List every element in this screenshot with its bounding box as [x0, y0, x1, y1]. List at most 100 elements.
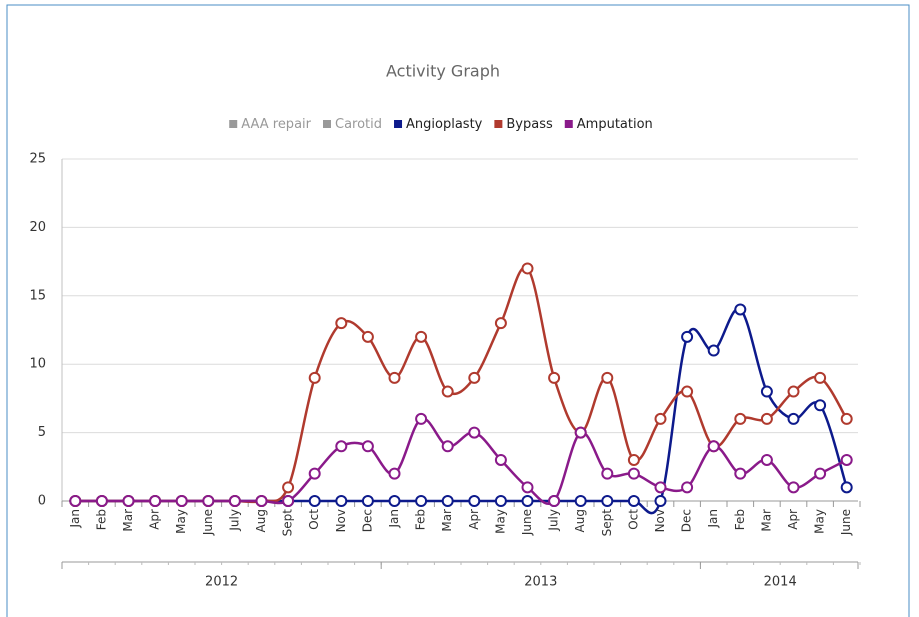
x-tick-label: Mar — [121, 509, 135, 532]
x-tick-label: Feb — [414, 509, 428, 530]
x-tick-label: Nov — [653, 509, 667, 532]
x-tick-label: Oct — [626, 509, 640, 530]
point-marker — [361, 330, 374, 343]
legend-swatch — [229, 120, 238, 128]
point-marker — [787, 412, 800, 425]
x-tick-label: Feb — [94, 509, 108, 530]
point-marker — [441, 440, 454, 453]
point-marker — [494, 453, 507, 466]
point-marker — [308, 371, 321, 384]
point-marker — [681, 330, 694, 343]
point-marker — [335, 440, 348, 453]
point-marker — [415, 495, 428, 507]
x-tick-label: June — [839, 509, 853, 536]
x-tick-label: Oct — [307, 509, 321, 530]
point-marker — [468, 495, 481, 507]
point-marker — [388, 467, 401, 480]
point-marker — [654, 495, 667, 507]
x-tick-label: Aug — [573, 509, 587, 532]
point-marker — [521, 495, 534, 507]
x-tick-label: May — [813, 509, 827, 534]
legend-label: Carotid — [335, 117, 382, 132]
point-marker — [361, 440, 374, 453]
group-label: 2013 — [524, 575, 557, 590]
legend: AAA repair Carotid Angioplasty Bypass Amputa… — [229, 117, 653, 132]
y-tick-label: 5 — [38, 425, 46, 440]
group-label: 2012 — [205, 575, 238, 590]
point-marker — [95, 495, 108, 507]
point-marker — [681, 385, 694, 398]
point-marker — [335, 495, 348, 507]
frame — [6, 4, 910, 617]
point-marker — [734, 467, 747, 480]
y-tick-label: 15 — [29, 288, 46, 303]
x-tick-label: Jan — [68, 509, 82, 529]
point-marker — [707, 440, 720, 453]
x-tick-label: Apr — [148, 509, 162, 530]
point-marker — [494, 317, 507, 330]
point-marker — [361, 495, 374, 507]
point-marker — [308, 467, 321, 480]
point-marker — [441, 495, 454, 507]
point-marker — [494, 495, 507, 507]
point-marker — [69, 495, 82, 507]
point-marker — [308, 495, 321, 507]
point-marker — [840, 481, 853, 494]
x-tick-label: Mar — [759, 509, 773, 532]
point-marker — [548, 371, 561, 384]
y-tick-label: 10 — [29, 357, 46, 372]
x-tick-label: Apr — [786, 509, 800, 530]
x-tick-label: Jan — [387, 509, 401, 529]
x-tick-label: July — [227, 509, 241, 532]
point-marker — [787, 385, 800, 398]
point-marker — [388, 495, 401, 507]
point-marker — [760, 453, 773, 466]
y-tick-label: 20 — [29, 220, 46, 235]
point-marker — [282, 495, 295, 507]
point-marker — [814, 467, 827, 480]
x-tick-label: Sept — [281, 509, 295, 537]
x-tick-label: May — [493, 509, 507, 534]
x-tick-label: Mar — [440, 509, 454, 532]
legend-label: AAA repair — [241, 117, 311, 132]
point-marker — [840, 453, 853, 466]
x-tick-label: Jan — [706, 509, 720, 529]
x-tick-label: July — [547, 509, 561, 532]
x-tick-label: Feb — [733, 509, 747, 530]
legend-swatch — [564, 120, 573, 128]
point-marker — [202, 495, 215, 507]
point-marker — [468, 371, 481, 384]
point-marker — [654, 412, 667, 425]
point-marker — [627, 495, 640, 507]
legend-label: Angioplasty — [406, 117, 483, 132]
x-tick-label: June — [520, 509, 534, 536]
point-marker — [122, 495, 135, 507]
x-tick-label: Dec — [680, 509, 694, 532]
point-marker — [521, 262, 534, 275]
point-marker — [175, 495, 188, 507]
y-tick-label: 0 — [38, 494, 46, 509]
point-marker — [149, 495, 162, 507]
x-tick-label: Nov — [334, 509, 348, 532]
legend-swatch — [323, 120, 331, 128]
point-marker — [814, 371, 827, 384]
point-marker — [415, 412, 428, 425]
point-marker — [255, 495, 268, 507]
group-label: 2014 — [764, 575, 797, 590]
y-tick-label: 25 — [29, 152, 46, 167]
point-marker — [654, 481, 667, 494]
point-marker — [388, 371, 401, 384]
point-marker — [814, 399, 827, 412]
point-marker — [760, 385, 773, 398]
point-marker — [840, 412, 853, 425]
point-marker — [707, 344, 720, 357]
legend-label: Bypass — [506, 117, 553, 132]
point-marker — [681, 481, 694, 494]
legend-swatch — [394, 120, 403, 128]
x-tick-label: Dec — [360, 509, 374, 532]
point-marker — [574, 426, 587, 439]
point-marker — [282, 481, 295, 494]
x-tick-label: Apr — [467, 509, 481, 530]
point-marker — [734, 412, 747, 425]
